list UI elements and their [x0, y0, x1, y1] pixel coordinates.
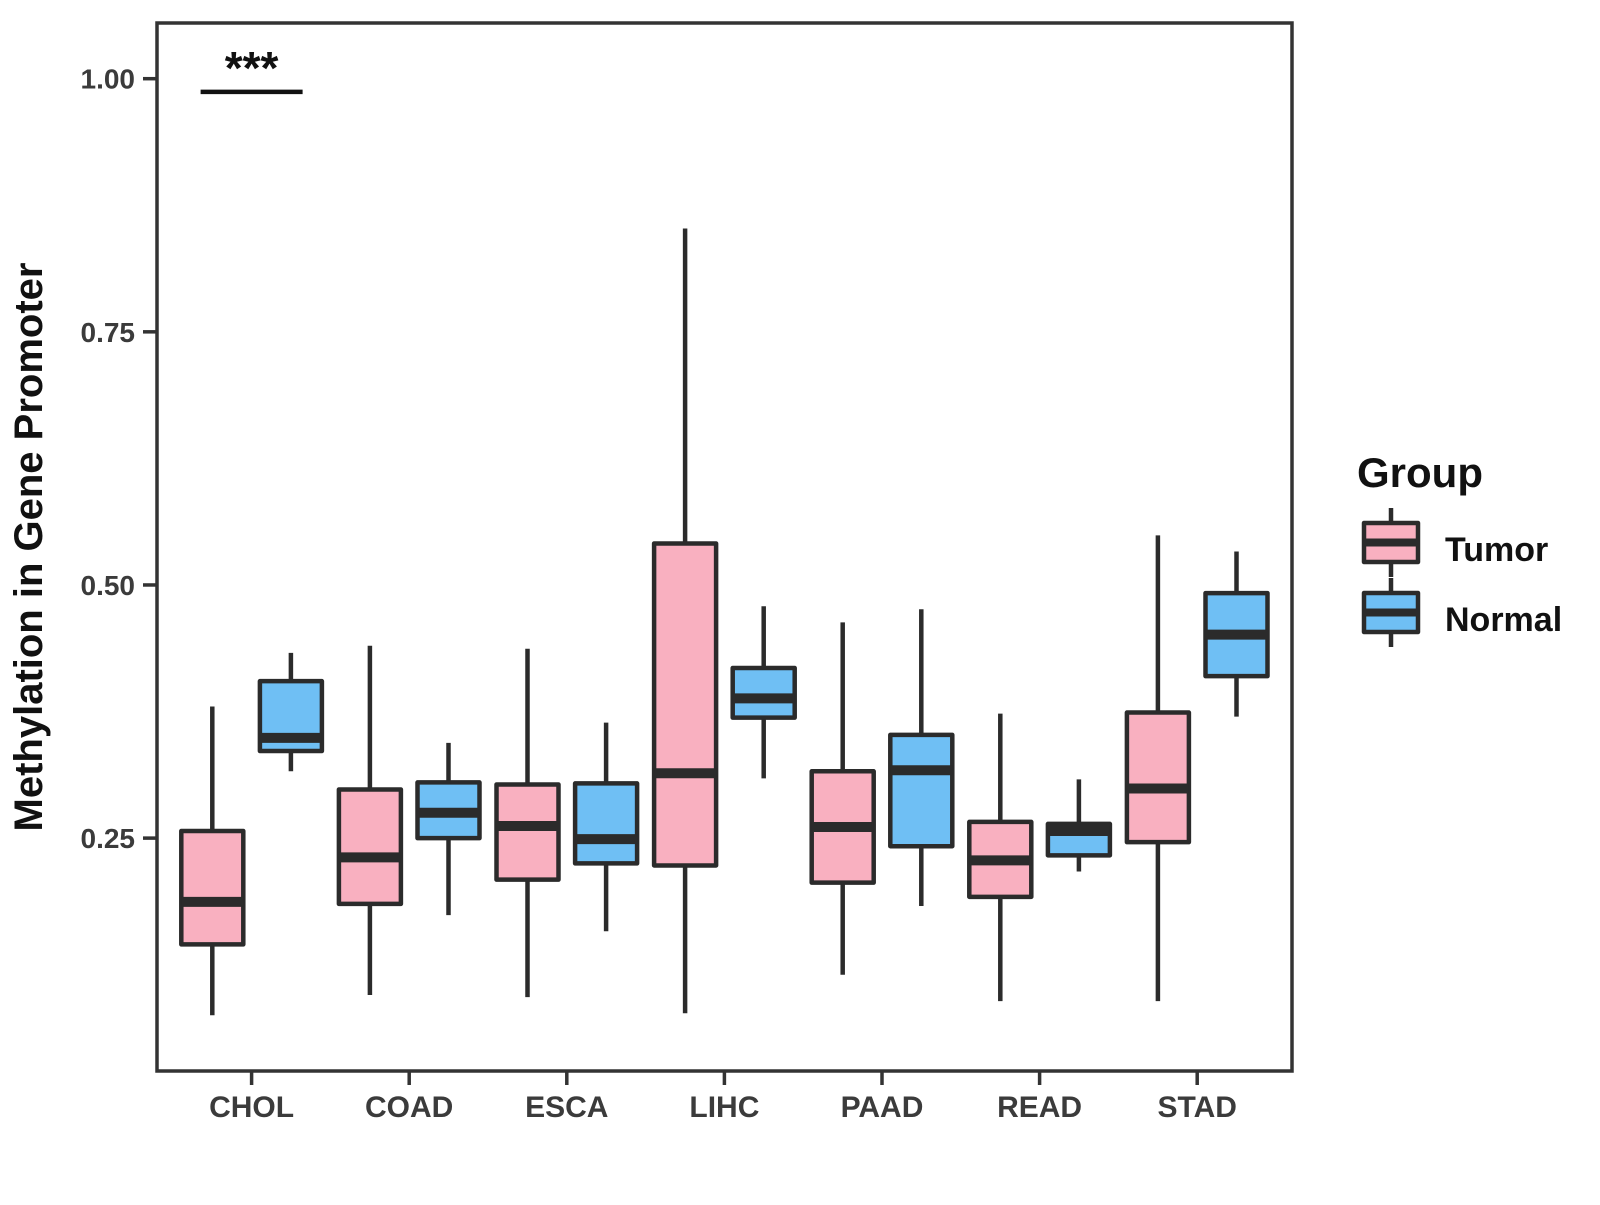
box-STAD-tumor: [1124, 710, 1192, 845]
y-tick-label-0.50: 0.50: [81, 570, 136, 601]
x-tick-label-READ: READ: [997, 1091, 1082, 1124]
legend-label-normal: Normal: [1445, 601, 1562, 639]
box-CHOL-tumor: [179, 828, 246, 947]
x-tick-label-ESCA: ESCA: [525, 1091, 608, 1124]
box-LIHC-normal: [730, 665, 797, 720]
y-axis-title: Methylation in Gene Promoter: [7, 263, 51, 832]
x-tick-label-PAAD: PAAD: [841, 1091, 924, 1124]
box-PAAD-normal: [888, 732, 955, 849]
y-tick-label-0.25: 0.25: [81, 823, 136, 854]
y-tick-label-0.75: 0.75: [81, 317, 136, 348]
significance-stars-CHOL: ***: [225, 42, 279, 94]
box-LIHC-tumor: [651, 541, 719, 868]
box-ESCA-tumor: [494, 782, 561, 882]
box-COAD-tumor: [336, 787, 404, 907]
x-tick-label-CHOL: CHOL: [209, 1091, 294, 1124]
x-tick-label-COAD: COAD: [365, 1091, 453, 1124]
x-tick-label-LIHC: LIHC: [689, 1091, 759, 1124]
x-tick-label-STAD: STAD: [1157, 1091, 1236, 1124]
y-tick-label-1.00: 1.00: [81, 64, 136, 95]
legend-title: Group: [1357, 449, 1483, 496]
legend-label-tumor: Tumor: [1445, 531, 1548, 569]
box-ESCA-normal: [572, 781, 640, 866]
